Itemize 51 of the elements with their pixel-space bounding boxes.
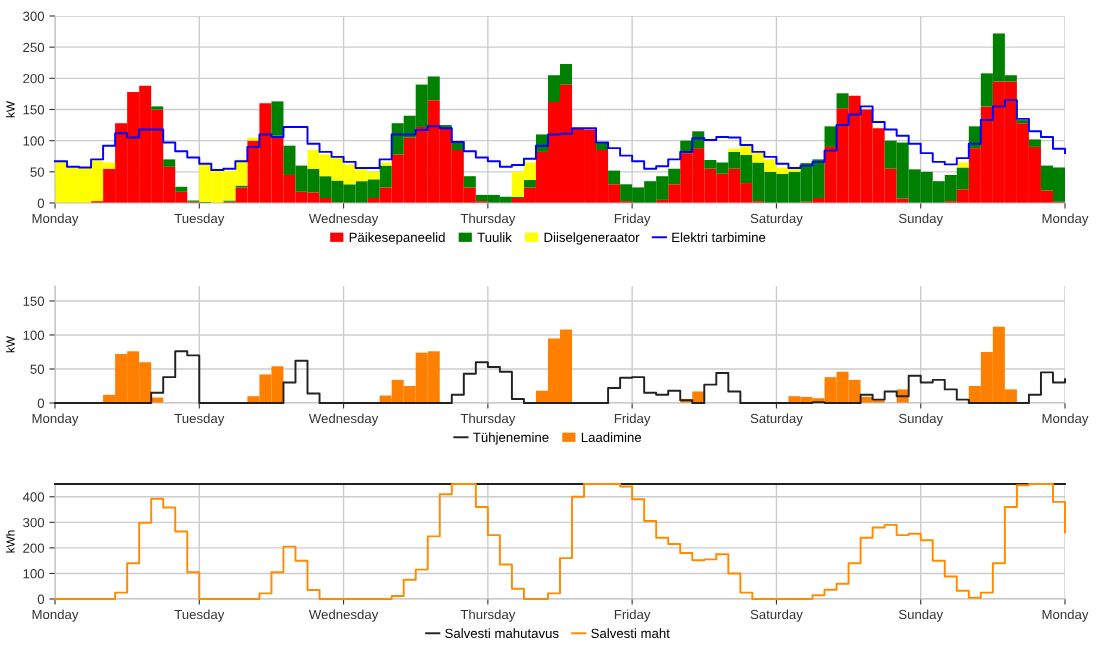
legend-label: Diiselgeneraator xyxy=(544,232,640,245)
y-tick-label: 100 xyxy=(23,136,45,146)
y-tick-label: 100 xyxy=(23,330,45,340)
y-axis-title: kW xyxy=(6,336,15,353)
x-tick-label: Saturday xyxy=(750,609,803,622)
y-tick-label: 50 xyxy=(30,364,45,374)
y-tick-label: 100 xyxy=(23,569,45,579)
y-tick-label: 150 xyxy=(23,296,45,306)
x-tick-label: Sunday xyxy=(898,213,944,226)
y-tick-label: 300 xyxy=(23,11,45,21)
x-tick-label: Friday xyxy=(614,609,651,622)
y-tick-label: 300 xyxy=(23,517,45,528)
x-tick-label: Monday xyxy=(1042,609,1089,622)
y-tick-label: 0 xyxy=(37,594,45,604)
y-tick-label: 200 xyxy=(23,73,45,84)
y-tick-label: 400 xyxy=(22,492,45,502)
legend-label: Laadimine xyxy=(581,432,642,443)
x-tick-label: Monday xyxy=(32,609,79,622)
x-tick-label: Wednesday xyxy=(308,213,379,226)
legend-label: Päikesepaneelid xyxy=(349,232,445,245)
x-tick-label: Wednesday xyxy=(308,609,379,622)
x-tick-label: Friday xyxy=(614,413,651,426)
x-tick-label: Monday xyxy=(32,213,79,226)
y-tick-label: 150 xyxy=(23,105,45,115)
x-tick-label: Thursday xyxy=(460,413,516,426)
x-tick-label: Tuesday xyxy=(174,213,225,226)
y-tick-label: 50 xyxy=(30,167,45,177)
legend-label: Elektri tarbimine xyxy=(672,232,766,243)
y-tick-label: 0 xyxy=(37,198,45,208)
legend-label: Tuulik xyxy=(477,232,512,243)
x-tick-label: Friday xyxy=(614,213,651,226)
legend-label: Tühjenemine xyxy=(473,432,549,445)
legend-label: Salvesti mahutavus xyxy=(445,628,559,639)
x-tick-label: Monday xyxy=(1042,413,1089,426)
x-tick-label: Thursday xyxy=(460,213,516,226)
x-tick-label: Saturday xyxy=(750,213,803,226)
y-tick-label: 200 xyxy=(23,543,45,553)
y-tick-label: 250 xyxy=(23,42,45,53)
y-axis-title: kWh xyxy=(6,530,15,553)
x-tick-label: Saturday xyxy=(750,413,803,426)
y-tick-label: 0 xyxy=(37,398,45,408)
x-tick-label: Monday xyxy=(32,413,79,426)
x-tick-label: Tuesday xyxy=(174,609,225,622)
legend-label: Salvesti maht xyxy=(591,628,670,639)
x-tick-label: Wednesday xyxy=(308,413,379,426)
x-tick-label: Monday xyxy=(1042,213,1089,226)
x-tick-label: Tuesday xyxy=(174,413,225,426)
y-axis-title: kW xyxy=(6,101,15,118)
x-tick-label: Sunday xyxy=(898,413,944,426)
x-tick-label: Thursday xyxy=(460,609,516,622)
x-tick-label: Sunday xyxy=(898,609,944,622)
